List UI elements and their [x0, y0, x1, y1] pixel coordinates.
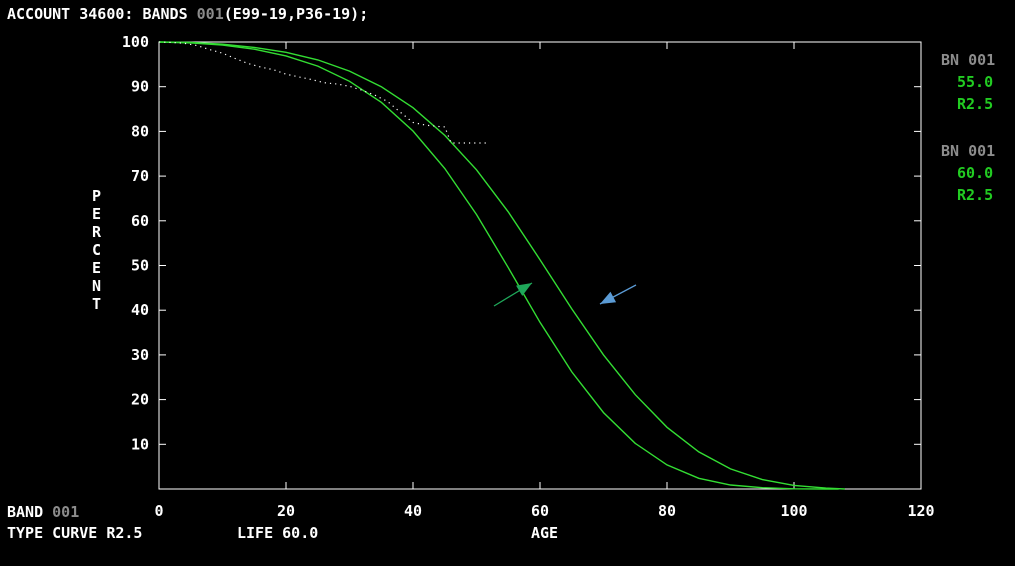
green-arrow-head [516, 283, 532, 296]
legend-1-label: BN 001 [941, 51, 996, 69]
y-tick-label: 60 [131, 212, 149, 230]
y-axis-label-letter: T [92, 295, 102, 313]
header-suffix: (E99-19,P36-19); [223, 5, 369, 23]
x-tick-label: 120 [907, 502, 934, 520]
footer-life: LIFE 60.0 [237, 524, 319, 542]
footer-band: BAND 001 [7, 504, 79, 521]
y-axis-label-letter: N [92, 277, 102, 295]
y-tick-label: 80 [131, 122, 149, 140]
plot-frame [158, 41, 922, 490]
y-axis-label-letter: E [92, 259, 102, 277]
x-tick-label: 100 [780, 502, 807, 520]
blue-arrow [599, 284, 637, 305]
y-axis-label-letter: C [92, 241, 102, 259]
curve-series-2 [158, 41, 845, 490]
x-tick-label: 40 [404, 502, 422, 520]
legend-2-label: BN 001 [941, 142, 996, 160]
legend-2-curve: R2.5 [957, 186, 994, 204]
y-tick-label: 40 [131, 301, 149, 319]
y-tick-label: 20 [131, 391, 149, 409]
legend-1-curve: R2.5 [957, 95, 994, 113]
legend-2-life: 60.0 [957, 164, 994, 182]
x-tick-label: 20 [277, 502, 295, 520]
blue-arrow-head [600, 291, 617, 304]
y-axis-label-letter: R [92, 223, 102, 241]
footer-band-code: 001 [52, 503, 80, 521]
x-tick-label: 80 [658, 502, 676, 520]
y-axis-label-letter: P [92, 187, 102, 205]
footer-band-label: BAND [7, 503, 53, 521]
x-tick-label: 0 [154, 502, 163, 520]
x-tick-label: 60 [531, 502, 549, 520]
curve-series-1 [158, 41, 839, 490]
x-axis-label: AGE [531, 524, 559, 542]
chart-header: ACCOUNT 34600: BANDS 001(E99-19,P36-19); [7, 6, 368, 23]
y-tick-label: 50 [131, 257, 149, 275]
observed-dotted-series [158, 41, 490, 144]
legend-1-life: 55.0 [957, 73, 994, 91]
header-band-code: 001 [196, 5, 224, 23]
y-tick-label: 10 [131, 435, 149, 453]
y-axis-label-letter: E [92, 205, 102, 223]
y-tick-label: 30 [131, 346, 149, 364]
green-arrow [493, 282, 533, 307]
footer-type-curve: TYPE CURVE R2.5 [7, 524, 143, 542]
y-tick-label: 100 [122, 33, 149, 51]
header-prefix: ACCOUNT 34600: BANDS [7, 5, 197, 23]
y-tick-label: 70 [131, 167, 149, 185]
y-tick-label: 90 [131, 78, 149, 96]
